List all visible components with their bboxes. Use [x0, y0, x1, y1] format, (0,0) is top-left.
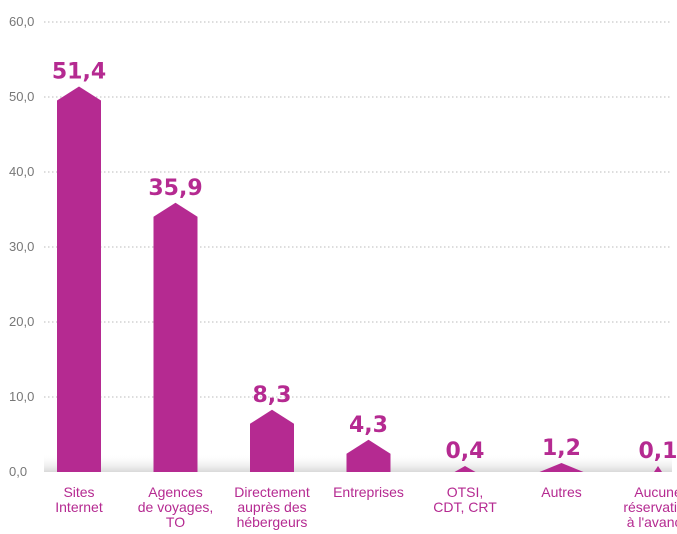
- bar: [250, 409, 294, 472]
- category-label-line: Agences: [148, 484, 202, 500]
- value-label: 8,3: [253, 383, 292, 408]
- category-label-line: OTSI,: [447, 484, 484, 500]
- y-tick-label: 10,0: [9, 389, 34, 404]
- category-label-line: Internet: [55, 499, 103, 515]
- value-label: 1,2: [542, 436, 581, 461]
- category-label-line: Autres: [541, 484, 581, 500]
- category-label: Autres: [541, 484, 581, 500]
- gridlines: [44, 21, 672, 398]
- y-tick-label: 40,0: [9, 164, 34, 179]
- category-label: OTSI, CDT, CRT: [433, 484, 497, 515]
- bar: [57, 86, 101, 472]
- category-label: Sites Internet: [55, 484, 103, 515]
- category-label-line: Aucune: [634, 484, 677, 500]
- bar: [346, 439, 391, 472]
- category-label-line: TO: [166, 514, 185, 530]
- value-labels: 51,4 35,9 8,3 4,3 0,4 1,2 0,1: [52, 60, 677, 465]
- y-tick-label: 60,0: [9, 14, 34, 29]
- value-label: 0,4: [446, 439, 485, 464]
- category-label-line: Entreprises: [333, 484, 404, 500]
- value-label: 35,9: [148, 176, 202, 201]
- category-label: Aucuneréservationà l'avance: [623, 484, 677, 530]
- y-tick-label: 0,0: [9, 464, 27, 479]
- bar: [153, 202, 198, 472]
- bar: [654, 466, 662, 472]
- bar: [539, 463, 584, 472]
- y-axis-ticks: 0,0 10,0 20,0 30,0 40,0 50,0 60,0: [9, 14, 34, 479]
- category-label-line: hébergeurs: [237, 514, 308, 530]
- category-label: Entreprises: [333, 484, 404, 500]
- bars: [57, 86, 662, 472]
- category-label-line: à l'avance: [627, 514, 677, 530]
- value-label: 0,1: [639, 439, 677, 464]
- y-tick-label: 30,0: [9, 239, 34, 254]
- y-tick-label: 20,0: [9, 314, 34, 329]
- category-label-line: auprès des: [237, 499, 306, 515]
- category-label-line: Sites: [63, 484, 94, 500]
- category-label-line: Directement: [234, 484, 310, 500]
- category-labels: Sites Internet Agences de voyages, TO Directe…: [55, 484, 677, 530]
- category-label: Directement auprès des hébergeurs: [234, 484, 310, 530]
- y-tick-label: 50,0: [9, 89, 34, 104]
- category-label-line: réservation: [623, 499, 677, 515]
- category-label-line: de voyages,: [138, 499, 214, 515]
- value-label: 4,3: [349, 413, 388, 438]
- bar: [454, 466, 476, 472]
- value-label: 51,4: [52, 60, 106, 85]
- category-label-line: CDT, CRT: [433, 499, 497, 515]
- category-label: Agences de voyages, TO: [138, 484, 214, 530]
